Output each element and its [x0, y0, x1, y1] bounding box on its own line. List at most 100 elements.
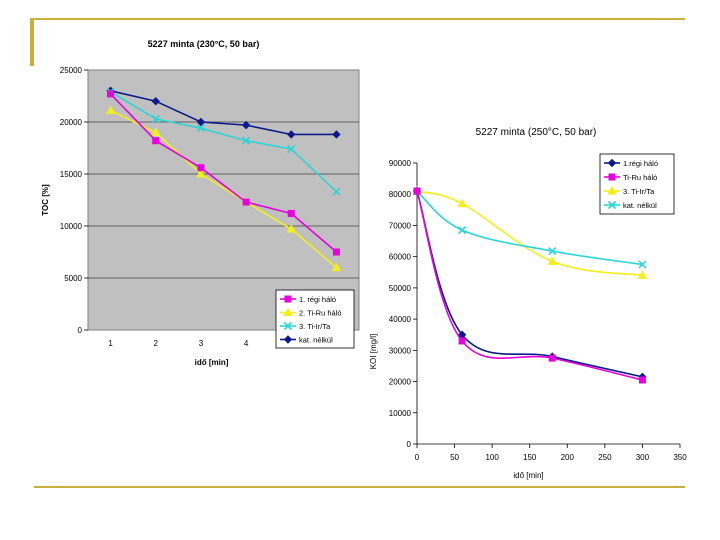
chart-2-x-tick-label: 150: [523, 453, 537, 462]
chart-1-legend-label: 2. Ti-Ru háló: [299, 309, 342, 318]
chart-2-legend-item: 1.régi háló: [604, 158, 658, 168]
chart-2-data-point: [457, 198, 467, 208]
chart-2-title: 5227 minta (250°C, 50 bar): [476, 127, 597, 138]
chart-1-legend-item: 1. régi háló: [280, 295, 336, 304]
chart-2-series: [412, 186, 647, 382]
chart-1-legend-item: 3. Ti-Ir/Ta: [280, 321, 331, 331]
chart-2-series-line: [416, 190, 643, 266]
chart-2-x-tick-label: 0: [415, 453, 420, 462]
chart-1-data-point: [242, 136, 251, 145]
chart-2-x-tick-label: 300: [636, 453, 650, 462]
chart-2-x-tick-label: 50: [450, 453, 459, 462]
chart-1-legend-marker: [284, 295, 292, 303]
chart-2-y-tick-label: 80000: [389, 190, 412, 199]
chart-2-series-line: [416, 190, 643, 277]
chart-2-y-tick-label: 10000: [389, 409, 412, 418]
chart-2-legend-item: kat. nélkül: [604, 200, 657, 210]
chart-1-legend-marker: [283, 307, 293, 316]
chart-2-data-point: [458, 337, 466, 345]
chart-1-data-point: [332, 187, 341, 196]
chart-1-legend-label: 3. Ti-Ir/Ta: [299, 322, 331, 331]
chart-1-y-tick-label: 20000: [60, 118, 83, 127]
chart-2-legend-marker: [607, 158, 617, 168]
chart-1-data-point: [151, 114, 160, 123]
chart-2-legend-label: 1.régi háló: [623, 159, 658, 168]
chart-2-series-line: [416, 190, 643, 378]
chart-1-data-point: [332, 248, 340, 256]
chart-1-data-point: [152, 137, 160, 145]
chart-1-series: [105, 105, 342, 272]
chart-1-data-point: [332, 130, 341, 139]
chart-1-data-point: [242, 198, 250, 206]
chart-2-legend-marker: [607, 200, 617, 210]
chart-1-x-tick-label: 1: [108, 339, 113, 348]
chart-1-data-point: [241, 120, 251, 130]
chart-1-x-tick-label: 4: [244, 339, 249, 348]
chart-2-y-tick-label: 60000: [389, 253, 412, 262]
chart-2-data-point: [547, 256, 558, 265]
chart-2-data-point: [548, 354, 556, 362]
chart-2-y-tick-label: 50000: [389, 284, 412, 293]
chart-1-data-point: [331, 262, 342, 272]
chart-1-y-axis-label: TOC [%]: [41, 184, 50, 216]
bottom-divider-line: [34, 486, 685, 488]
chart-1-data-point: [286, 224, 297, 233]
chart-1-legend-item: 2. Ti-Ru háló: [280, 307, 342, 318]
chart-1-title: 5227 minta (230°C, 50 bar): [148, 39, 260, 49]
left-accent-bar: [30, 18, 34, 66]
chart-1-data-point: [151, 96, 160, 106]
chart-2-data-point: [638, 260, 647, 269]
chart-1-series-line: [110, 90, 337, 136]
top-divider-line: [30, 18, 685, 20]
chart-1-y-tick-label: 15000: [60, 170, 83, 179]
chart-2-x-tick-label: 200: [561, 453, 575, 462]
chart-2-y-tick-label: 90000: [389, 159, 412, 168]
chart-2-data-point: [413, 187, 421, 195]
chart-1-series-line: [110, 91, 337, 193]
chart-1-y-tick-label: 5000: [64, 274, 82, 283]
chart-1-x-tick-label: 2: [154, 339, 159, 348]
chart-1-data-point: [105, 105, 116, 115]
chart-1-series-line: [110, 93, 337, 253]
chart-2-series-line: [416, 190, 643, 381]
chart-1-data-point: [196, 124, 205, 133]
chart-2-y-tick-label: 40000: [389, 315, 412, 324]
chart-1-legend-marker: [283, 335, 293, 344]
chart-2-y-tick-label: 20000: [389, 378, 412, 387]
chart-2-x-tick-label: 100: [485, 453, 499, 462]
chart-1-legend-label: kat. nélkül: [299, 336, 333, 345]
chart-2-data-point: [638, 376, 646, 384]
chart-2-legend-label: Ti-Ru háló: [623, 173, 657, 182]
chart-1-data-point: [197, 164, 205, 172]
chart-2-legend-marker: [608, 173, 616, 181]
chart-2-legend-marker: [607, 185, 617, 195]
chart-1-series-line: [110, 109, 337, 269]
chart-2-y-axis-label: KOI [mg/l]: [369, 334, 378, 370]
chart-2-legend-item: Ti-Ru háló: [604, 173, 657, 182]
chart-2-data-point: [458, 226, 467, 235]
chart-1-x-tick-label: 3: [199, 339, 204, 348]
chart-1-data-point: [287, 130, 296, 139]
chart-2-x-tick-label: 350: [673, 453, 687, 462]
chart-2-data-point: [637, 270, 648, 279]
chart-2-x-axis-label: idő [min]: [513, 471, 543, 480]
chart-2-legend-label: 3. Ti-Ir/Ta: [623, 187, 655, 196]
chart-2-series: [413, 187, 646, 384]
chart-1-data-point: [196, 117, 206, 127]
chart-1-data-point: [150, 127, 161, 136]
chart-2-panel: 5227 minta (250°C, 50 bar) 0 10000 20000 300…: [362, 120, 692, 485]
chart-2-data-point: [548, 246, 557, 256]
chart-1-y-tick-label: 0: [78, 326, 83, 335]
chart-2-y-tick-label: 30000: [389, 346, 412, 355]
chart-1-data-point: [287, 144, 296, 154]
chart-2-y-tick-label: 0: [407, 440, 412, 449]
chart-1-x-axis-label: idő [min]: [195, 358, 229, 367]
chart-1: 5227 minta (230°C, 50 bar) 0 5000 10000 1500…: [41, 39, 360, 367]
chart-1-data-point: [196, 168, 206, 178]
chart-1-legend-label: 1. régi háló: [299, 295, 336, 304]
chart-2-y-tick-label: 70000: [389, 221, 412, 230]
chart-1-plot-area: [87, 69, 360, 331]
chart-1-data-point: [107, 90, 115, 98]
chart-2-legend-label: kat. nélkül: [623, 201, 657, 210]
chart-1-panel: 5227 minta (230°C, 50 bar) 0 5000 10000 1500…: [34, 30, 364, 375]
